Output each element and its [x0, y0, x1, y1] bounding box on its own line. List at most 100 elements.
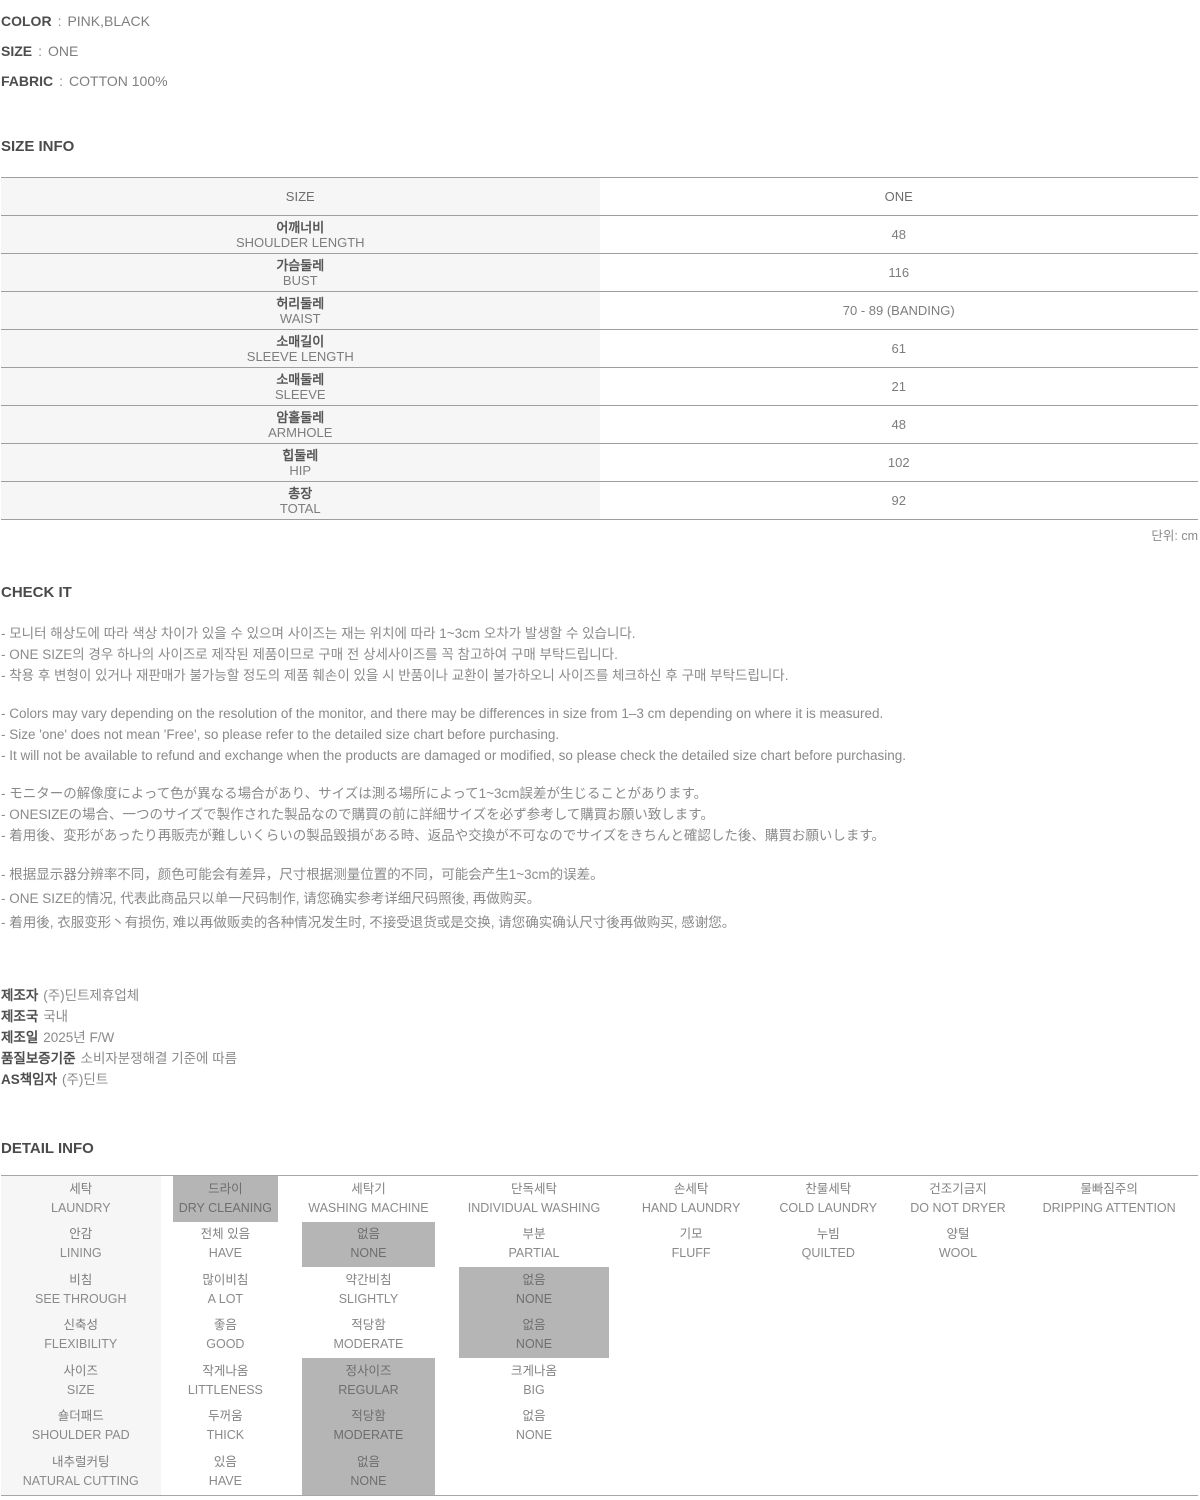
option-en: QUILTED: [801, 1246, 855, 1261]
detail-option: 건조기금지 DO NOT DRYER: [896, 1176, 1021, 1222]
size-table-header-size: SIZE: [1, 177, 600, 216]
manufacturer-row: 품질보증기준 소비자분쟁해결 기준에 따름: [1, 1048, 1198, 1069]
size-row-value: 116: [599, 253, 1198, 292]
size-row-value: 48: [599, 405, 1198, 444]
check-note-line: - 根据显示器分辨率不同，颜色可能会有差异，尺寸根据测量位置的不同，可能会产生1…: [1, 867, 604, 882]
check-note-line: - モニターの解像度によって色が異なる場合があり、サイズは測る場所によって1~3…: [1, 786, 708, 801]
size-row-label: 어깨너비 SHOULDER LENGTH: [1, 215, 600, 254]
check-note-line: - ONESIZEの場合、一つのサイズで製作された製品なので購買の前に詳細サイズ…: [1, 807, 714, 822]
check-note-line: - 着用後, 衣服变形丶有损伤, 难以再做贩卖的各种情况发生时, 不接受退货或是…: [1, 915, 736, 930]
size-row-value: 21: [599, 367, 1198, 406]
manufacturer-row: 제조국 국내: [1, 1006, 1198, 1027]
size-info-title: SIZE INFO: [1, 138, 75, 155]
detail-option: 물빠짐주의 DRIPPING ATTENTION: [1020, 1176, 1198, 1222]
detail-option: 없음 NONE: [290, 1221, 447, 1267]
size-row-label-kr: 가슴둘레: [276, 257, 325, 273]
option-kr: 물빠짐주의: [1080, 1181, 1138, 1196]
option-en: DRY CLEANING: [178, 1200, 273, 1215]
detail-option: 정사이즈 REGULAR: [290, 1358, 447, 1404]
table-row: 힙둘레 HIP 102: [1, 443, 1198, 482]
option-en: REGULAR: [338, 1382, 399, 1397]
option-kr: 좋음: [213, 1318, 237, 1333]
detail-row-label: 내추럴커팅 NATURAL CUTTING: [1, 1449, 161, 1495]
option-en: PARTIAL: [508, 1246, 560, 1261]
option-kr: 없음: [356, 1227, 380, 1242]
table-row: 소매둘레 SLEEVE 21: [1, 367, 1198, 406]
option-en: GOOD: [206, 1337, 245, 1352]
detail-row-see-through: 비침 SEE THROUGH 많이비침 A LOT 약간비침 SLIGHTLY …: [1, 1267, 1198, 1313]
size-row-value: 61: [599, 329, 1198, 368]
size-row-label-en: BUST: [282, 272, 318, 288]
check-notes-chinese: - 根据显示器分辨率不同，颜色可能会有差异，尺寸根据测量位置的不同，可能会产生1…: [1, 863, 1198, 935]
manufacturer-row: 제조자 (주)딘트제휴업체: [1, 985, 1198, 1006]
option-en: HAND LAUNDRY: [641, 1200, 741, 1215]
size-table-header-row: SIZE ONE: [1, 177, 1198, 216]
detail-row-natural-cutting: 내추럴커팅 NATURAL CUTTING 있음 HAVE 없음 NONE: [1, 1449, 1198, 1495]
detail-label-en: NATURAL CUTTING: [22, 1473, 139, 1488]
option-kr: 약간비침: [345, 1272, 392, 1287]
option-en: THICK: [206, 1428, 245, 1443]
size-row-label-kr: 어깨너비: [276, 219, 325, 235]
check-note-line: - Colors may vary depending on the resol…: [1, 706, 884, 721]
spec-fabric: FABRIC : COTTON 100%: [1, 66, 1198, 96]
option-kr: 있음: [213, 1454, 237, 1469]
size-row-label-kr: 총장: [288, 485, 313, 501]
detail-option: 많이비침 A LOT: [161, 1267, 291, 1313]
detail-label-kr: 세탁: [69, 1181, 93, 1196]
detail-row-laundry: 세탁 LAUNDRY 드라이 DRY CLEANING 세탁기 WASHING …: [1, 1176, 1198, 1222]
check-note-line: - 着用後、変形があったり再販売が難しいくらいの製品毀損がある時、返品や交換が不…: [1, 828, 885, 843]
spec-color-label: COLOR: [1, 13, 52, 29]
option-kr: 정사이즈: [345, 1363, 392, 1378]
option-kr: 크게나옴: [510, 1363, 557, 1378]
detail-label-en: LAUNDRY: [51, 1200, 111, 1215]
size-row-label-en: SLEEVE: [274, 386, 326, 402]
detail-label-kr: 신축성: [63, 1318, 99, 1333]
detail-option: 세탁기 WASHING MACHINE: [290, 1176, 447, 1222]
option-kr: 많이비침: [202, 1272, 249, 1287]
detail-info-title: DETAIL INFO: [1, 1140, 94, 1157]
manufacturer-value: 국내: [43, 1009, 69, 1024]
detail-option: 없음 NONE: [290, 1449, 447, 1495]
option-en: WASHING MACHINE: [308, 1200, 429, 1215]
detail-info-table: 세탁 LAUNDRY 드라이 DRY CLEANING 세탁기 WASHING …: [1, 1175, 1198, 1496]
size-row-label-kr: 소매둘레: [276, 371, 325, 387]
option-en: LITTLENESS: [187, 1382, 263, 1397]
size-row-value: 48: [599, 215, 1198, 254]
detail-option: 양털 WOOL: [896, 1222, 1021, 1268]
check-notes-korean: - 모니터 해상도에 따라 색상 차이가 있을 수 있으며 사이즈는 재는 위치…: [1, 623, 1198, 686]
option-en: NONE: [515, 1337, 553, 1352]
option-kr: 전체 있음: [200, 1227, 251, 1242]
option-kr: 찬물세탁: [805, 1181, 852, 1196]
detail-option: 크게나옴 BIG: [447, 1358, 622, 1404]
size-row-label-en: SLEEVE LENGTH: [246, 348, 354, 364]
size-row-value: 92: [599, 481, 1198, 520]
check-note-line: - It will not be available to refund and…: [1, 748, 907, 763]
size-row-label-en: ARMHOLE: [268, 424, 333, 440]
detail-option: 찬물세탁 COLD LAUNDRY: [761, 1176, 896, 1222]
table-row: 어깨너비 SHOULDER LENGTH 48: [1, 215, 1198, 254]
detail-row-label: 비침 SEE THROUGH: [1, 1267, 161, 1313]
spec-size-label: SIZE: [1, 43, 33, 59]
option-en: NONE: [515, 1291, 553, 1306]
check-note-line: - ONE SIZE의 경우 하나의 사이즈로 제작된 제품이므로 구매 전 상…: [1, 647, 618, 662]
option-en: NONE: [515, 1428, 553, 1443]
size-row-label-kr: 허리둘레: [276, 295, 325, 311]
detail-row-label: 안감 LINING: [1, 1221, 161, 1267]
detail-row-size: 사이즈 SIZE 작게나옴 LITTLENESS 정사이즈 REGULAR 크게…: [1, 1358, 1198, 1404]
detail-label-kr: 사이즈: [63, 1363, 99, 1378]
option-en: MODERATE: [333, 1428, 404, 1443]
detail-option: 전체 있음 HAVE: [161, 1222, 291, 1268]
option-kr: 없음: [356, 1454, 380, 1469]
detail-label-en: FLEXIBILITY: [44, 1337, 118, 1352]
spec-size-value: ONE: [48, 43, 79, 59]
option-kr: 적당함: [351, 1318, 386, 1333]
manufacturer-label: 제조일: [1, 1030, 39, 1045]
size-row-value: 102: [599, 443, 1198, 482]
spec-fabric-separator: :: [59, 73, 64, 89]
detail-row-label: 사이즈 SIZE: [1, 1358, 161, 1404]
option-kr: 손세탁: [673, 1181, 709, 1196]
detail-option: 드라이 DRY CLEANING: [161, 1176, 291, 1222]
detail-option: 적당함 MODERATE: [290, 1313, 447, 1359]
option-kr: 드라이: [208, 1181, 243, 1196]
